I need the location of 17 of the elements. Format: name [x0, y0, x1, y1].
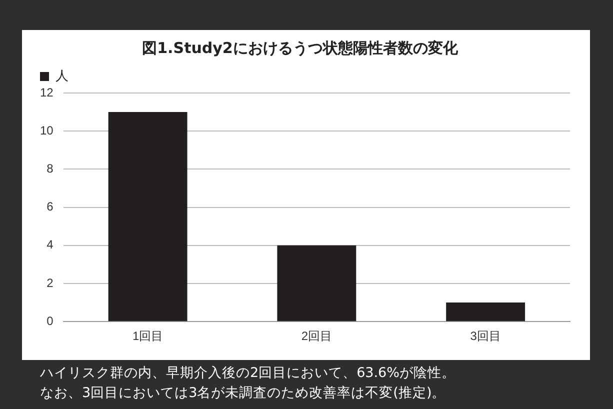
text: ハイリスク群の内、早期介入後の2回目において、63.6%が陰性。: [40, 364, 456, 383]
text: なお、3回目においては3名が未調査のため改善率は不変(推定)。: [40, 384, 447, 403]
x-tick-label: 2回目: [301, 329, 332, 344]
y-tick-label: 8: [46, 162, 54, 176]
y-tick-label: 12: [40, 85, 54, 100]
bar: [446, 302, 526, 322]
legend-label: 人: [56, 68, 68, 84]
y-tick-label: 2: [46, 276, 54, 290]
y-tick-label: 10: [40, 123, 54, 138]
chart-title: 図1.Study2におけるうつ状態陽性者数の変化: [142, 38, 459, 57]
bar: [108, 112, 188, 322]
y-tick-label: 4: [46, 238, 54, 252]
x-tick-label: 3回目: [470, 329, 501, 344]
y-tick-label: 6: [46, 200, 54, 214]
x-tick-label: 1回目: [132, 329, 164, 344]
y-tick-label: 0: [46, 314, 54, 328]
bar: [277, 245, 356, 322]
